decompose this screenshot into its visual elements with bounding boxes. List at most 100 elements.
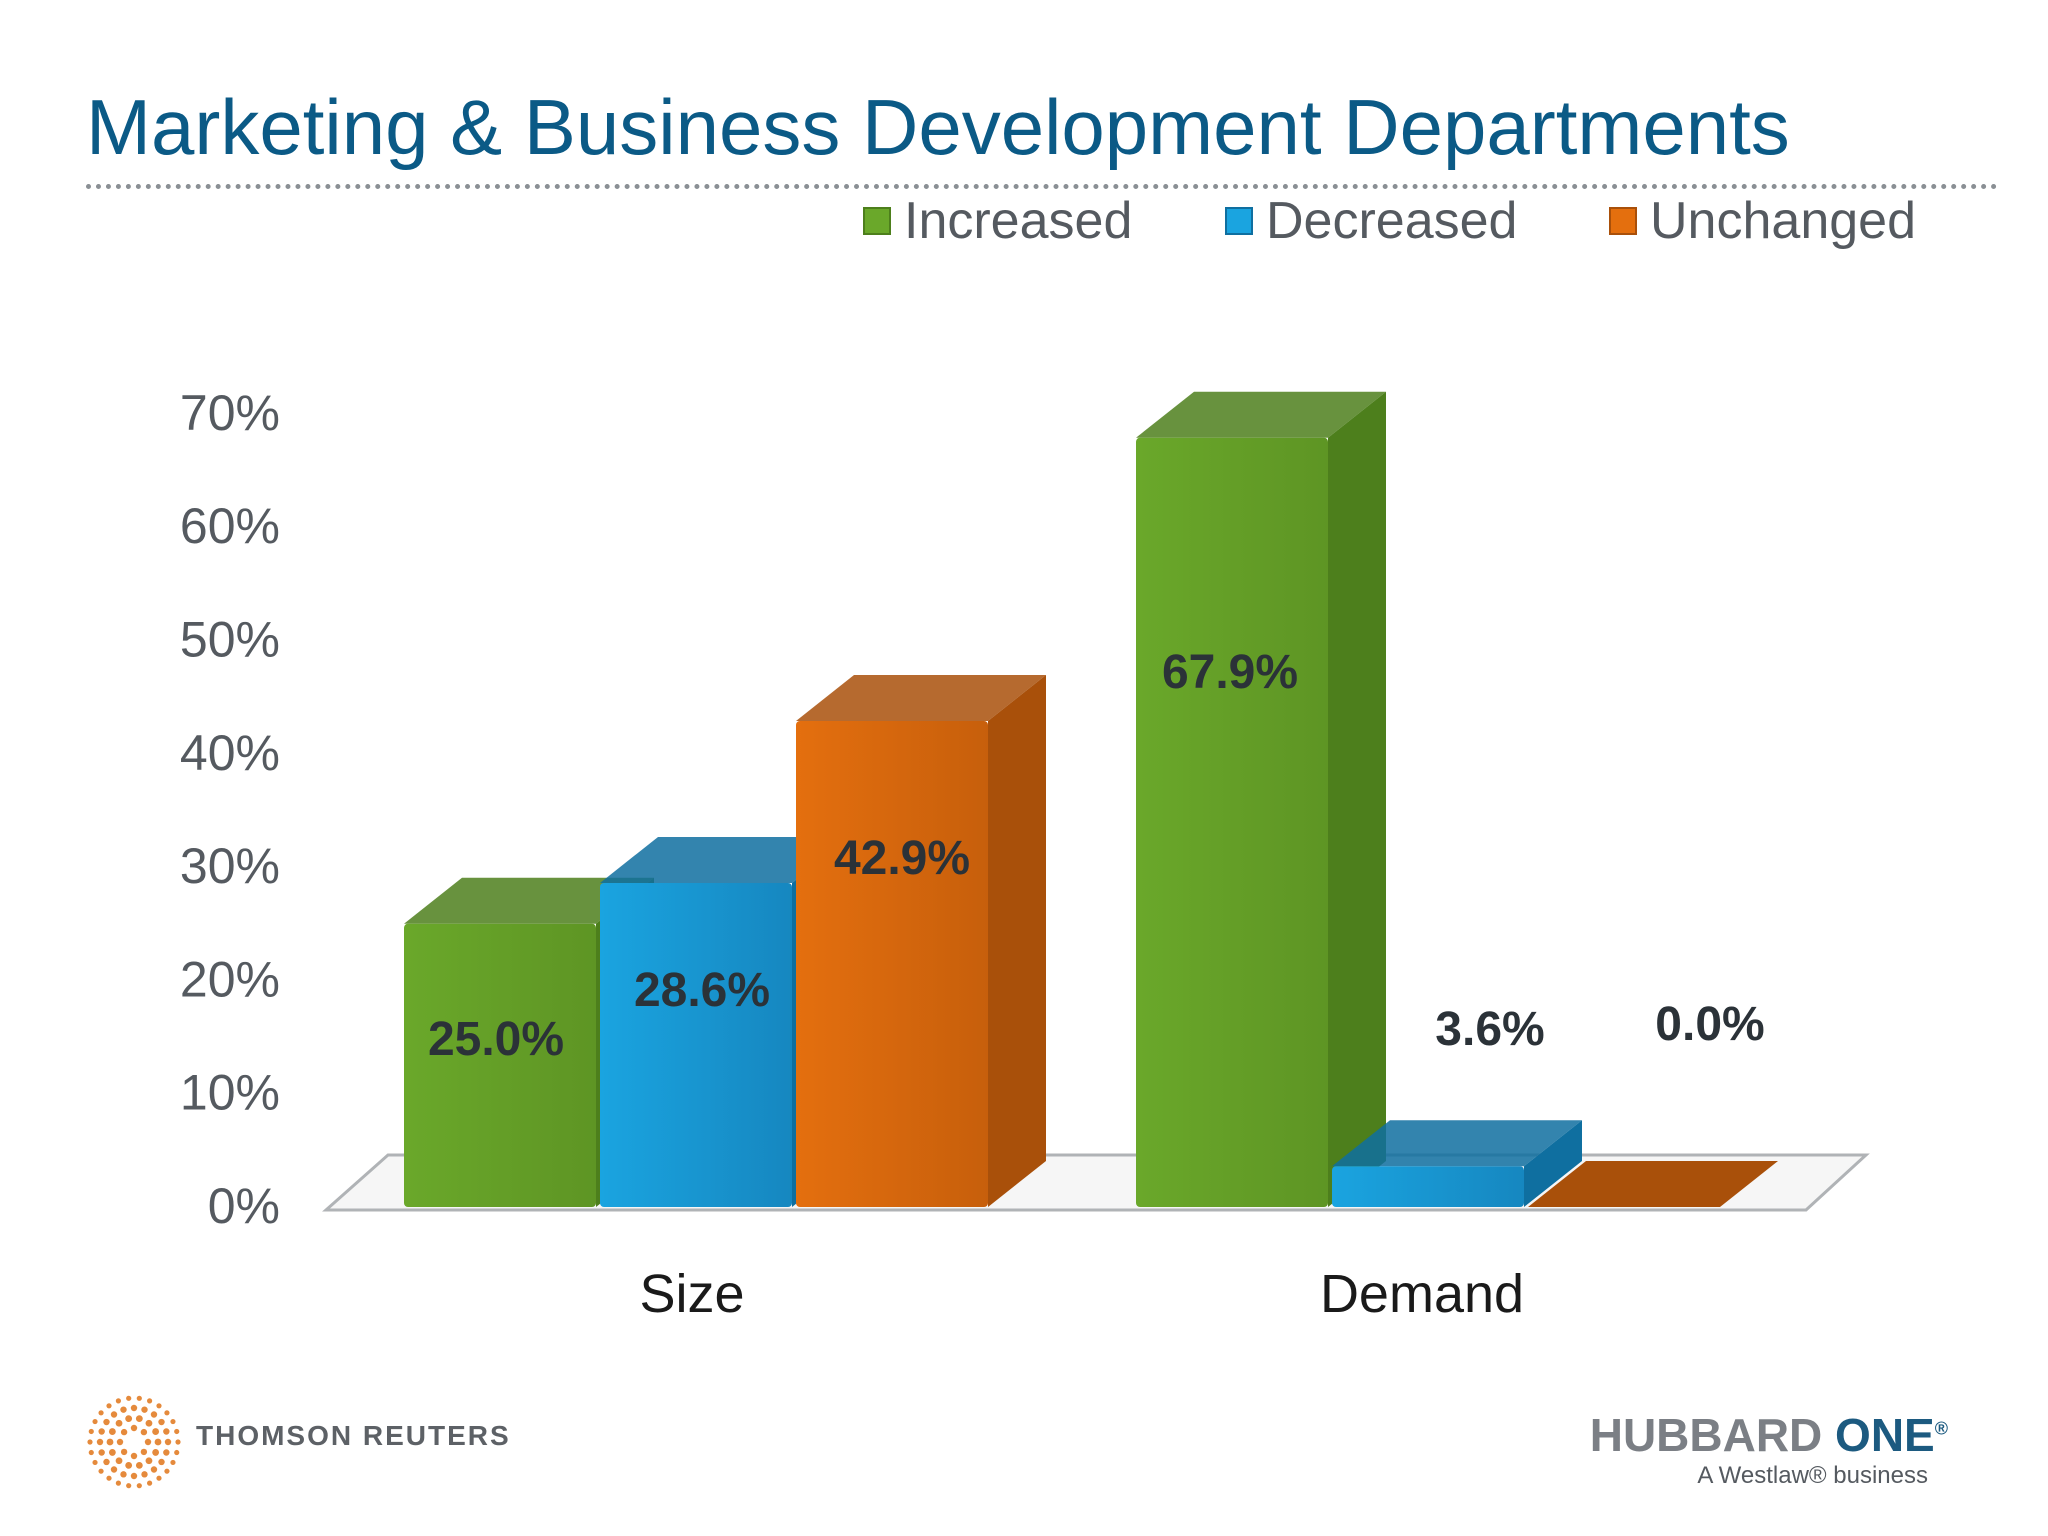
logo-dot [92, 1459, 98, 1466]
logo-dot [147, 1480, 153, 1486]
logo-dot [120, 1406, 127, 1413]
bar-top [404, 877, 654, 924]
logo-dot [108, 1449, 116, 1456]
legend-label: Unchanged [1650, 192, 1916, 250]
logo-dot [145, 1457, 153, 1465]
logo-dot [150, 1466, 158, 1473]
logo-dot [163, 1428, 170, 1435]
logo-dot [156, 1475, 162, 1481]
bar-top [1332, 1120, 1582, 1167]
legend-item-decreased: Decreased [1225, 192, 1517, 250]
legend-swatch [1225, 207, 1253, 235]
y-tick-label: 60% [180, 498, 280, 554]
logo-dot [120, 1448, 128, 1456]
logo-dot [115, 1457, 123, 1465]
logo-dot [136, 1395, 142, 1401]
logo-dot [98, 1449, 105, 1456]
category-label: Size [639, 1264, 744, 1324]
data-label: 0.0% [1655, 998, 1764, 1051]
logo-dot [98, 1410, 104, 1416]
logo-dot [158, 1418, 165, 1426]
data-label: 42.9% [834, 832, 970, 885]
logo-dot [110, 1466, 118, 1473]
logo-dot [87, 1439, 93, 1445]
y-tick-label: 0% [208, 1178, 280, 1234]
legend-label: Increased [904, 192, 1132, 250]
logo-dot [150, 1411, 158, 1418]
logo-dot [115, 1480, 121, 1486]
thomson-reuters-wordmark: THOMSON REUTERS [196, 1420, 511, 1451]
registered-mark: ® [1934, 1418, 1948, 1439]
logo-dot [130, 1472, 138, 1480]
title-divider [86, 184, 1998, 189]
y-tick-label: 50% [180, 612, 280, 668]
logo-dot [145, 1419, 153, 1427]
logo-dot [140, 1448, 148, 1456]
logo-dot [158, 1458, 165, 1466]
logo-dot [116, 1438, 124, 1446]
legend-swatch [863, 207, 891, 235]
logo-dot [92, 1418, 98, 1425]
bar-side [988, 674, 1046, 1207]
logo-dot [164, 1468, 170, 1474]
bar-top [600, 836, 850, 883]
logo-dot [115, 1419, 123, 1427]
logo-dot [103, 1458, 110, 1466]
legend-item-increased: Increased [863, 192, 1132, 250]
legend-item-unchanged: Unchanged [1609, 192, 1916, 250]
logo-dot [164, 1410, 170, 1416]
logo-dot [152, 1428, 160, 1435]
logo-dot [175, 1439, 181, 1445]
logo-dot [152, 1449, 160, 1456]
logo-dot [174, 1449, 180, 1456]
data-label: 28.6% [634, 964, 770, 1017]
logo-dot [110, 1411, 118, 1418]
logo-dot [147, 1398, 153, 1404]
data-label: 3.6% [1435, 1003, 1544, 1056]
data-label: 25.0% [428, 1013, 564, 1066]
logo-dot [126, 1483, 132, 1489]
bar-top [1136, 391, 1386, 438]
y-tick-label: 10% [180, 1065, 280, 1121]
bar-front [1136, 437, 1328, 1207]
logo-dot [96, 1438, 104, 1446]
logo-dot [130, 1452, 138, 1460]
bar-side [1328, 391, 1386, 1207]
data-label: 67.9% [1162, 646, 1298, 699]
logo-dot [136, 1483, 142, 1489]
legend-label: Decreased [1266, 192, 1517, 250]
logo-dot [170, 1418, 176, 1425]
hubbard-word: HUBBARD [1589, 1409, 1823, 1461]
logo-dot [140, 1428, 148, 1436]
logo-dot [144, 1438, 152, 1446]
bar-front [404, 923, 596, 1207]
logo-dot [141, 1406, 148, 1413]
bar-increased-demand [1136, 391, 1386, 1207]
one-word: ONE [1835, 1409, 1935, 1461]
bar-front [1332, 1166, 1524, 1207]
logo-dot [130, 1424, 138, 1432]
logo-dot [163, 1449, 170, 1456]
y-tick-label: 70% [180, 385, 280, 441]
logo-dot [120, 1428, 128, 1436]
logo-dot [130, 1404, 138, 1412]
logo-dot [126, 1395, 132, 1401]
bar-side [1524, 1120, 1582, 1207]
logo-dot [106, 1438, 114, 1446]
bar-top [796, 674, 1046, 721]
bar-front [600, 882, 792, 1207]
page-title: Marketing & Business Development Departm… [86, 83, 1790, 171]
bar-flat [1528, 1161, 1778, 1207]
bar-unchanged-demand [1528, 1161, 1778, 1207]
logo-dot [164, 1438, 172, 1446]
bar-chart: 0% 10% 20% 30% 40% 50% 60% 70% 25.0% 28.6% 42.9% 67… [180, 192, 1916, 1324]
hubbard-one-logo: HUBBARD ONE® [1590, 1408, 1948, 1462]
logo-dot [106, 1475, 112, 1481]
legend-swatch [1609, 207, 1637, 235]
logo-dot [108, 1428, 116, 1435]
logo-dot [125, 1415, 133, 1423]
logo-dot [98, 1468, 104, 1474]
logo-dot [120, 1471, 127, 1478]
y-tick-label: 30% [180, 838, 280, 894]
logo-dot [106, 1403, 112, 1409]
